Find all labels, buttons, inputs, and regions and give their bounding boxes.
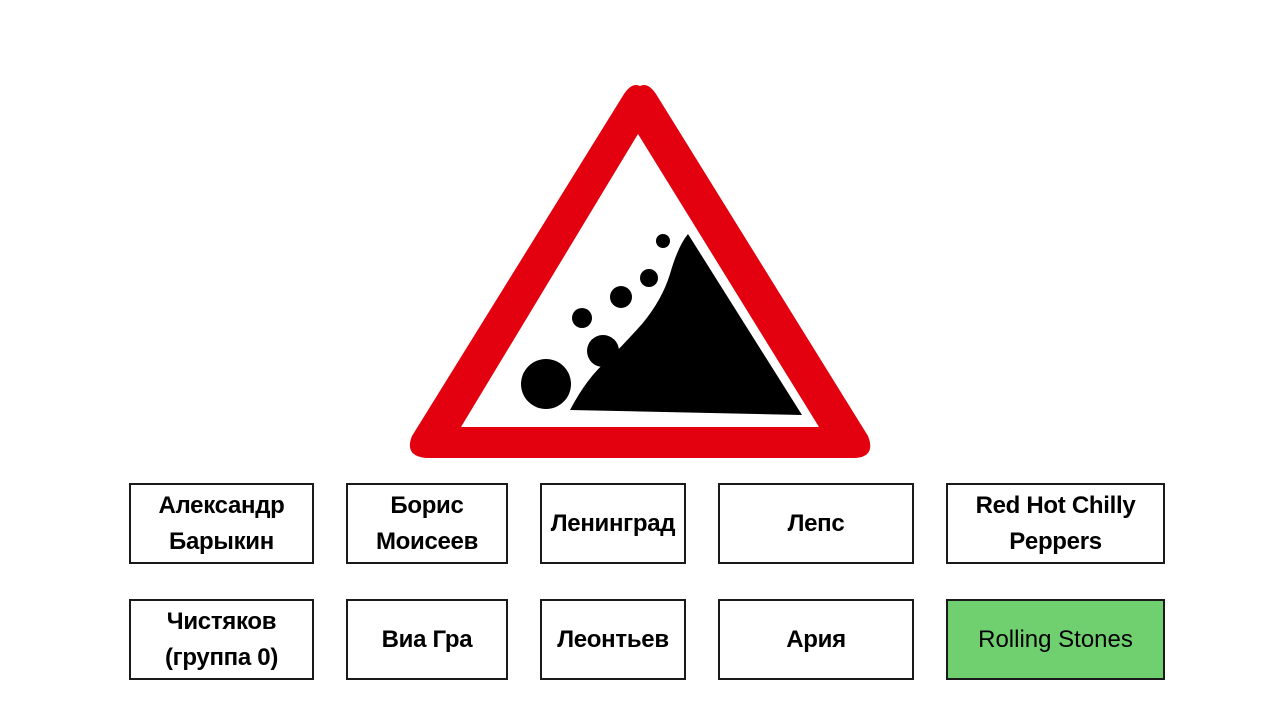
answer-label: Rolling Stones bbox=[978, 625, 1133, 653]
answer-label: Лепс bbox=[787, 509, 845, 537]
answer-label: Ленинград bbox=[550, 509, 676, 537]
answer-label: Виа Гра bbox=[381, 625, 473, 653]
answer-leps[interactable]: Лепс bbox=[718, 483, 914, 564]
answer-rolling-stones[interactable]: Rolling Stones bbox=[946, 599, 1165, 680]
rock-icon bbox=[640, 269, 658, 287]
answer-chistyakov[interactable]: Чистяков (группа 0) bbox=[129, 599, 314, 680]
rock-icon bbox=[587, 335, 619, 367]
answer-label: Борис Моисеев bbox=[375, 491, 479, 555]
rock-slope-icon bbox=[570, 234, 802, 415]
rock-icon bbox=[572, 308, 592, 328]
answer-aria[interactable]: Ария bbox=[718, 599, 914, 680]
answer-label: Ария bbox=[786, 625, 846, 653]
answer-label: Леонтьев bbox=[557, 625, 669, 653]
answer-leningrad[interactable]: Ленинград bbox=[540, 483, 686, 564]
rock-icon bbox=[610, 286, 632, 308]
rock-icon bbox=[521, 359, 571, 409]
answer-boris-moiseev[interactable]: Борис Моисеев bbox=[346, 483, 508, 564]
answer-label: Александр Барыкин bbox=[158, 491, 285, 555]
answer-leontiev[interactable]: Леонтьев bbox=[540, 599, 686, 680]
answer-via-gra[interactable]: Виа Гра bbox=[346, 599, 508, 680]
rock-icon bbox=[656, 234, 670, 248]
answer-aleksandr-barykin[interactable]: Александр Барыкин bbox=[129, 483, 314, 564]
answer-label: Чистяков (группа 0) bbox=[164, 607, 279, 671]
answer-red-hot-chilly-peppers[interactable]: Red Hot Chilly Peppers bbox=[946, 483, 1165, 564]
falling-rocks-warning-sign-icon bbox=[409, 85, 871, 458]
answer-label: Red Hot Chilly Peppers bbox=[975, 491, 1136, 555]
